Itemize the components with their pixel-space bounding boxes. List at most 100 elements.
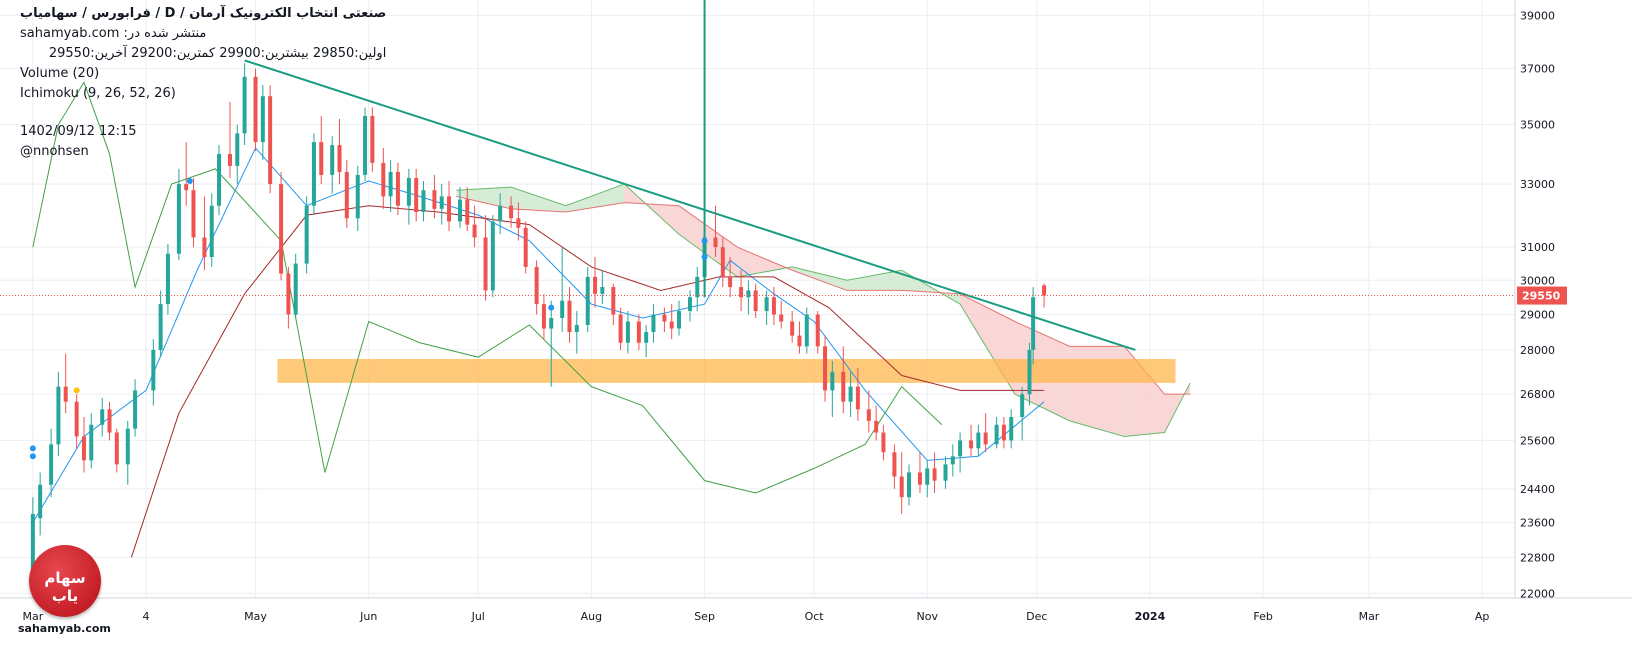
candle-body [567, 300, 572, 333]
candle-body [797, 335, 802, 347]
kijun-senline [130, 205, 1045, 558]
candle-body [866, 409, 871, 421]
candle-body [355, 174, 360, 219]
y-tick-label: 28000 [1520, 344, 1555, 357]
symbol-title[interactable]: صنعتی انتخاب الکترونیک آرمان / D / فرابو… [20, 6, 387, 21]
candle-body [100, 409, 105, 425]
sahamyab-logo: سهام یاب [29, 545, 101, 617]
candle-body [917, 472, 922, 485]
candle-body [779, 314, 784, 322]
x-tick-label: Feb [1253, 610, 1272, 623]
candle-body [695, 276, 700, 298]
candle-body [414, 177, 419, 212]
signal-dot [548, 304, 555, 311]
candle-body [388, 171, 393, 197]
candles [30, 63, 1047, 594]
candle-body [447, 196, 452, 222]
y-tick-label: 33000 [1520, 178, 1555, 191]
candle-body [370, 116, 375, 163]
candle-body [439, 196, 444, 209]
candle-body [509, 205, 514, 219]
signal-dot [73, 387, 80, 394]
candle-body [465, 199, 470, 225]
candle-body [242, 76, 247, 134]
tenkan-senline [32, 147, 1045, 523]
candle-body [363, 116, 368, 175]
cloud-segment [846, 270, 902, 291]
candle-body [848, 386, 853, 402]
chikou-spanline [32, 81, 943, 494]
candle-body [406, 177, 411, 206]
candle-body [260, 96, 265, 143]
candle-body [1009, 417, 1014, 441]
senkou-span-b [456, 195, 1191, 395]
candle-body [746, 290, 751, 298]
cloud-segment [456, 187, 512, 209]
candle-body [125, 428, 130, 465]
candle-body [950, 456, 955, 465]
published-on: منتشر شده در: sahamyab.com [20, 26, 207, 41]
y-tick-label: 22800 [1520, 551, 1555, 564]
descending-trendline [244, 59, 1136, 351]
candle-body [381, 162, 386, 197]
support-zone-rect [277, 358, 1176, 383]
candle-body [739, 287, 744, 298]
candle-body [764, 297, 769, 312]
candle-body [600, 287, 605, 294]
candle-body [549, 317, 554, 329]
candle-body [235, 133, 240, 166]
y-tick-label: 24400 [1520, 483, 1555, 496]
candle-body [815, 314, 820, 347]
candle-body [114, 432, 119, 465]
candle-body [227, 153, 232, 166]
candle-body [534, 266, 539, 305]
candle-body [176, 184, 181, 254]
x-tick-label: 2024 [1135, 610, 1166, 623]
candle-body [790, 321, 795, 336]
candle-body [677, 311, 682, 329]
candle-body [49, 444, 54, 485]
candle-body [994, 424, 999, 445]
candle-body [771, 297, 776, 315]
last-price-label: 29550 [1522, 290, 1561, 303]
candle-body [330, 145, 335, 175]
candle-body [311, 142, 316, 206]
y-tick-label: 23600 [1520, 517, 1555, 530]
candle-body [636, 321, 641, 343]
signal-dot [29, 453, 36, 460]
candle-body [81, 436, 86, 461]
candle-body [191, 190, 196, 238]
x-tick-label: Aug [581, 610, 602, 623]
candle-body [268, 96, 273, 185]
candle-body [107, 409, 112, 433]
signal-dot [701, 253, 708, 260]
x-tick-label: Jul [471, 610, 485, 623]
candle-body [713, 237, 718, 248]
candle-body [881, 432, 886, 453]
y-tick-label: 30000 [1520, 274, 1555, 287]
candle-body [618, 314, 623, 343]
cloud-segment [511, 187, 566, 212]
candle-body [804, 314, 809, 347]
candle-body [574, 325, 579, 333]
candle-body [560, 300, 565, 318]
candle-body [830, 371, 835, 391]
logo-badge-text: سهام یاب [44, 569, 86, 605]
candle-body [421, 190, 426, 212]
volume-indicator-label[interactable]: Volume (20) [20, 66, 100, 81]
indicator-lines [32, 81, 1045, 558]
candle-body [983, 432, 988, 445]
y-tick-label: 25600 [1520, 434, 1555, 447]
candle-body [874, 420, 879, 433]
x-tick-label: Sep [694, 610, 715, 623]
candle-body [585, 276, 590, 326]
logo-caption: sahamyab.com [18, 622, 111, 635]
candle-body [625, 321, 630, 343]
ichimoku-indicator-label[interactable]: Ichimoku (9, 26, 52, 26) [20, 86, 176, 101]
candle-body [1001, 424, 1006, 441]
candle-body [209, 205, 214, 257]
support-zone [277, 358, 1176, 383]
drawings [0, 0, 1515, 460]
